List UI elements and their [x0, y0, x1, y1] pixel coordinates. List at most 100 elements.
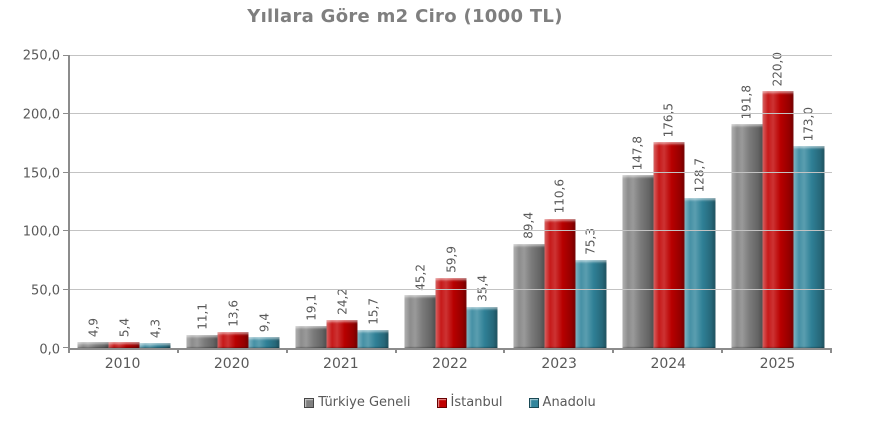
gridline [70, 288, 832, 290]
bar-value-label: 45,2 [413, 263, 427, 291]
gridline [70, 113, 832, 115]
bar [108, 341, 140, 348]
bar [139, 342, 171, 348]
bar [731, 123, 763, 348]
bar-slot: 45,2 [404, 56, 436, 348]
bar [404, 295, 436, 348]
bar-value-label: 59,9 [444, 246, 458, 274]
bar [435, 278, 467, 348]
bar-value-label: 128,7 [692, 158, 707, 193]
legend-label: Anadolu [542, 395, 596, 410]
bar-value-label: 19,1 [304, 293, 319, 321]
bar-slot: 19,1 [295, 56, 327, 348]
gridline [70, 55, 832, 56]
y-axis-tick-label: 150,0 [22, 166, 60, 182]
legend-label: İstanbul [450, 395, 503, 410]
bar-slot: 89,4 [513, 56, 545, 348]
bar-value-label: 5,4 [117, 317, 132, 337]
bar [762, 91, 794, 348]
bar-value-label: 13,6 [226, 300, 241, 328]
bar-slot: 24,2 [326, 56, 358, 348]
bar [248, 337, 280, 348]
y-axis-tick-label: 50,0 [31, 283, 60, 299]
bar-value-label: 173,0 [801, 106, 816, 141]
bar-slot: 75,3 [575, 56, 607, 348]
x-axis-tick [830, 348, 832, 353]
bar [186, 335, 218, 348]
x-axis-tick [68, 348, 70, 353]
bar [793, 145, 825, 348]
x-axis-tick [503, 348, 506, 353]
bar-value-label: 11,1 [195, 303, 210, 331]
bar-slot: 110,6 [544, 56, 576, 348]
bar-slot: 4,9 [77, 56, 109, 348]
bar-value-label: 75,3 [583, 228, 598, 256]
bar [217, 332, 249, 348]
bar-slot: 4,3 [139, 56, 171, 348]
legend-item: İstanbul [436, 395, 503, 410]
x-axis-tick [176, 348, 179, 353]
bar [684, 197, 716, 348]
bar-value-label: 220,0 [770, 51, 785, 87]
bar-slot: 191,8 [731, 56, 763, 348]
y-axis-tick [63, 230, 70, 232]
category-bars: 45,2 59,9 35,4 [404, 56, 498, 348]
bar [295, 325, 327, 348]
legend-swatch [528, 397, 539, 408]
y-axis-labels: 0,0 50,0 100,0 150,0 200,0 250,0 [0, 49, 60, 358]
x-axis-category-label: 2025 [759, 356, 796, 372]
bar-slot: 176,5 [653, 56, 685, 348]
y-axis-tick-label: 0,0 [39, 342, 60, 358]
x-axis-category-label: 2020 [213, 356, 250, 372]
bar-value-label: 15,7 [366, 297, 381, 325]
y-axis-tick-label: 250,0 [22, 48, 60, 64]
y-axis-tick [63, 113, 70, 115]
legend-item: Türkiye Geneli [304, 395, 411, 410]
x-axis-category-label: 2024 [650, 356, 687, 372]
category-bars: 89,4 110,6 75,3 [513, 56, 607, 348]
x-axis-labels: 2010 2020 2021 2022 2023 2024 2025 [68, 356, 832, 372]
bar-slot: 5,4 [108, 56, 140, 348]
bar-value-label: 110,6 [552, 179, 567, 214]
category-bars: 147,8 176,5 128,7 [622, 56, 716, 348]
y-axis-tick [63, 347, 70, 348]
bar [357, 329, 389, 348]
y-axis-tick [63, 288, 70, 290]
x-axis-category-label: 2022 [432, 356, 468, 372]
bar-groups: 4,9 5,4 4,3 11,1 13,6 9,4 19,1 24,2 15,7 45,2 59,9… [70, 52, 832, 348]
gridline [70, 171, 832, 173]
bar-value-label: 4,3 [148, 318, 163, 338]
category-bars: 11,1 13,6 9,4 [186, 56, 280, 348]
bar-value-label: 24,2 [335, 288, 350, 315]
bar [513, 243, 545, 348]
x-axis-tick [285, 348, 288, 353]
y-axis-tick-label: 100,0 [22, 224, 60, 240]
y-axis-tick-label: 200,0 [22, 107, 60, 123]
bar-slot: 147,8 [622, 56, 654, 348]
bar [575, 260, 607, 348]
bar [77, 342, 109, 348]
category-bars: 19,1 24,2 15,7 [295, 56, 389, 348]
category-bars: 4,9 5,4 4,3 [77, 56, 171, 348]
category-group: 19,1 24,2 15,7 [288, 56, 397, 348]
bar-slot: 9,4 [248, 56, 280, 348]
legend: Türkiye Geneli İstanbul Anadolu [68, 395, 832, 410]
bar [622, 175, 654, 348]
x-axis-category-label: 2023 [541, 356, 577, 372]
y-axis-tick [63, 171, 70, 173]
legend-label: Türkiye Geneli [318, 395, 411, 410]
bar-slot: 13,6 [217, 56, 249, 348]
x-axis-category-label: 2010 [104, 356, 141, 372]
bar-slot: 173,0 [793, 56, 825, 348]
bar-slot: 220,0 [762, 52, 794, 348]
legend-swatch [436, 397, 447, 408]
x-axis-tick [721, 348, 724, 353]
category-group: 191,8 220,0 173,0 [723, 52, 832, 348]
y-axis-tick [63, 55, 70, 56]
gridline [70, 230, 832, 232]
bar-slot: 11,1 [186, 56, 218, 348]
bar-slot: 15,7 [357, 56, 389, 348]
bar-value-label: 176,5 [661, 102, 676, 137]
category-group: 4,9 5,4 4,3 [70, 56, 179, 348]
